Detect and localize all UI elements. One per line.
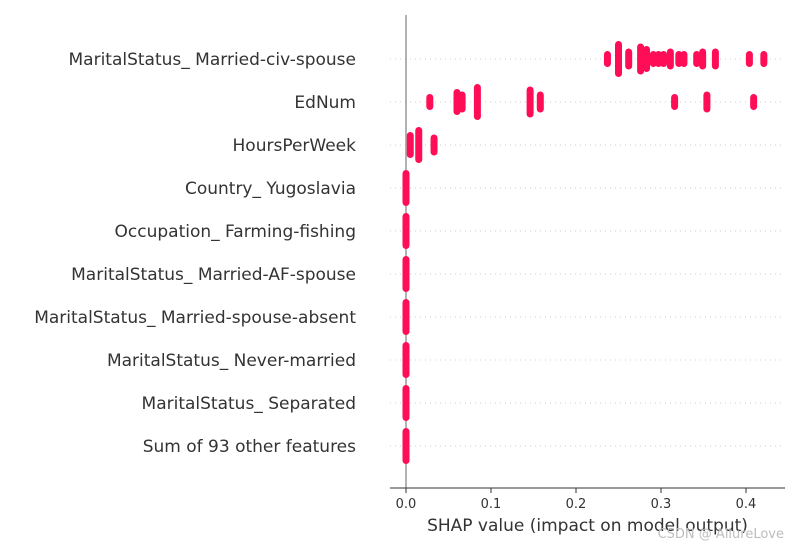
shap-point: [458, 91, 466, 113]
shap-point: [671, 94, 679, 110]
shap-point: [536, 91, 544, 113]
shap-point: [402, 299, 410, 335]
shap-point: [760, 51, 768, 67]
shap-point: [703, 91, 711, 113]
shap-point: [402, 385, 410, 421]
shap-point: [637, 43, 645, 75]
x-tick-label: 0.4: [736, 497, 757, 512]
feature-labels: MaritalStatus_ Married-civ-spouse EdNum Ho…: [34, 50, 356, 457]
shap-point: [526, 86, 534, 118]
x-axis-title: SHAP value (impact on model output): [427, 516, 748, 536]
shap-point: [660, 51, 668, 67]
shap-point: [745, 51, 753, 67]
shap-point: [625, 48, 633, 70]
shap-point: [643, 46, 651, 72]
shap-point: [680, 51, 688, 67]
feature-label: MaritalStatus_ Never-married: [107, 351, 356, 371]
shap-point: [693, 51, 701, 67]
shap-point: [415, 127, 423, 163]
x-tick-label: 0.2: [566, 497, 587, 512]
feature-label: HoursPerWeek: [233, 136, 357, 156]
feature-label: MaritalStatus_ Married-civ-spouse: [69, 50, 357, 70]
shap-point: [406, 132, 414, 158]
feature-label: MaritalStatus_ Married-AF-spouse: [71, 265, 356, 285]
x-tick-label: 0.0: [396, 497, 417, 512]
feature-label: MaritalStatus_ Married-spouse-absent: [34, 308, 356, 328]
shap-point: [402, 170, 410, 206]
x-tick-label: 0.1: [481, 497, 502, 512]
feature-label: Country_ Yugoslavia: [185, 179, 356, 199]
feature-label: EdNum: [294, 93, 356, 113]
shap-point: [402, 256, 410, 292]
x-tick-label: 0.3: [651, 497, 672, 512]
shap-point: [430, 134, 438, 156]
shap-point: [473, 84, 481, 120]
shap-point: [426, 94, 434, 110]
shap-point: [402, 213, 410, 249]
feature-label: Occupation_ Farming-fishing: [115, 222, 356, 242]
feature-label: MaritalStatus_ Separated: [142, 394, 356, 414]
shap-point: [402, 342, 410, 378]
shap-point: [402, 428, 410, 464]
shap-point: [750, 94, 758, 110]
feature-label: Sum of 93 other features: [143, 437, 356, 457]
shap-point: [615, 41, 622, 77]
watermark: CSDN @ AllureLove: [657, 527, 784, 542]
row-gridlines: [390, 58, 785, 447]
x-axis: 0.0 0.1 0.2 0.3 0.4: [390, 487, 785, 512]
shap-point: [666, 48, 674, 70]
points-layer: [402, 41, 768, 464]
shap-point: [711, 48, 719, 70]
shap-point: [603, 51, 611, 67]
shap-point: [699, 48, 707, 70]
